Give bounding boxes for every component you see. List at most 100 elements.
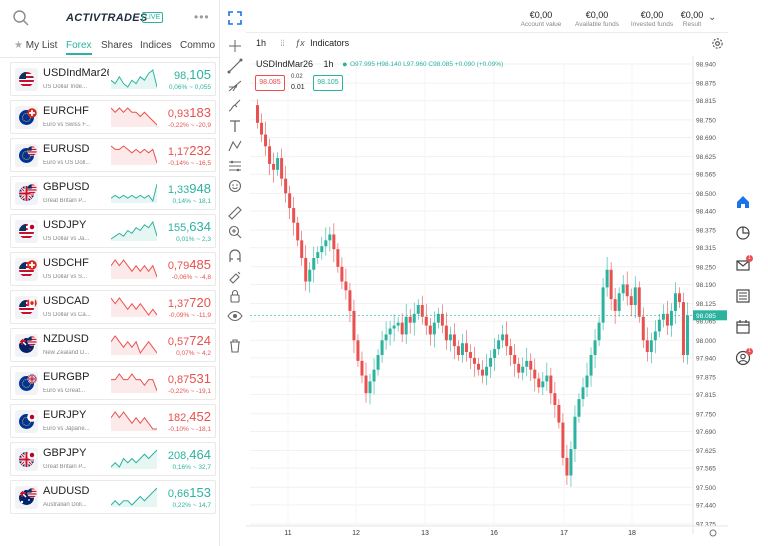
fib-tool-icon[interactable]: [226, 78, 244, 94]
instrument-symbol: GBPJPY: [43, 447, 87, 459]
y-tick-label: 98.815: [696, 98, 716, 105]
candle-body: [280, 158, 284, 179]
fullscreen-icon[interactable]: [228, 11, 242, 25]
projection-icon[interactable]: [226, 158, 244, 174]
calendar-icon[interactable]: [735, 319, 751, 335]
messages-icon[interactable]: [735, 257, 751, 273]
candle-body: [537, 378, 541, 388]
brush-icon[interactable]: [226, 98, 244, 114]
candle-body: [669, 310, 673, 326]
candle-body: [392, 325, 396, 329]
buy-button[interactable]: 98.105: [313, 75, 343, 91]
crosshair-icon[interactable]: [226, 38, 244, 54]
price-main: 1,17: [167, 146, 190, 158]
ruler-icon[interactable]: [226, 204, 244, 220]
text-icon[interactable]: [226, 118, 244, 134]
candle-body: [384, 334, 388, 341]
portfolio-icon[interactable]: [735, 225, 751, 241]
y-tick-label: 98.375: [696, 228, 716, 235]
eye-icon[interactable]: [226, 308, 244, 324]
candle-body: [585, 375, 589, 388]
price-main: 98,: [174, 70, 190, 82]
instrument-row-gbpusd[interactable]: GBPUSD Great Britain P... 1,33948 0,14% ~ 1…: [10, 176, 216, 210]
candle-body: [505, 334, 509, 347]
instrument-row-eurgbp[interactable]: EURGBP Euro vs Great... 0,87531 -0,22% ~ -1…: [10, 366, 216, 400]
sparkline: [111, 335, 157, 355]
trash-icon[interactable]: [226, 338, 244, 354]
sell-button[interactable]: 98.085: [255, 75, 285, 91]
candle-body: [340, 266, 344, 282]
candle-body: [432, 322, 436, 335]
y-tick-label: 97.440: [696, 502, 716, 509]
y-tick-label: 98.065: [696, 319, 716, 326]
instrument-row-eurusd[interactable]: EURUSD Euro vs US Doll... 1,17232 -0,14% ~ …: [10, 138, 216, 172]
instrument-price: 0,79485: [168, 257, 211, 272]
result: €0,00 Result: [680, 10, 704, 28]
instrument-description: Euro vs Japane...: [43, 426, 90, 432]
instrument-row-audusd[interactable]: AUDUSD Australian Doll... 0,66153 0,22% ~ 1…: [10, 480, 216, 514]
y-tick-label: 98.000: [696, 338, 716, 345]
news-icon[interactable]: [735, 288, 751, 304]
search-icon[interactable]: [12, 9, 30, 27]
candle-body: [597, 322, 601, 341]
sparkline-area: [111, 108, 157, 127]
instrument-row-eurjpy[interactable]: EURJPY Euro vs Japane... 182,452 -0,10% ~ -…: [10, 404, 216, 438]
instrument-row-gbpjpy[interactable]: GBPJPY Great Britain P... 208,464 0,16% ~ 3…: [10, 442, 216, 476]
candle-body: [573, 416, 577, 450]
candle-body: [489, 357, 493, 367]
indicators-button[interactable]: Indicators: [310, 38, 350, 48]
candle-type-icon[interactable]: ⦙⦙: [280, 38, 285, 48]
candle-body: [613, 299, 617, 311]
price-main: 155,: [167, 222, 190, 234]
chevron-down-icon[interactable]: ⌄: [708, 12, 717, 23]
candle-body: [356, 340, 360, 361]
price-pips: 720: [189, 295, 211, 310]
candle-body: [436, 313, 440, 323]
instrument-change: 0,16% ~ 32,7: [172, 464, 212, 471]
gear-icon[interactable]: [711, 37, 724, 50]
price-main: 0,87: [167, 374, 190, 386]
candle-body: [464, 343, 468, 353]
instrument-row-usdcad[interactable]: USDCAD US Dollar vs Ca... 1,37720 -0,09% ~ …: [10, 290, 216, 324]
sparkline-area: [111, 260, 157, 279]
y-tick-label: 97.690: [696, 429, 716, 436]
tab-indices[interactable]: Indices: [140, 40, 172, 51]
axis-settings-icon: [709, 529, 717, 537]
price-chart[interactable]: 98.940 98.875 98.815 98.750 98.690 98.625 98.5…: [246, 56, 728, 546]
candle-body: [352, 310, 356, 341]
home-icon[interactable]: [735, 194, 751, 210]
candle-body: [593, 340, 597, 355]
candle-body: [368, 381, 372, 394]
trendline-icon[interactable]: [226, 58, 244, 74]
instrument-list: USDIndMar26 US Dollar Inde... 98,105 0,06% …: [10, 62, 218, 518]
sparkline: [111, 297, 157, 317]
instrument-row-nzdusd[interactable]: NZDUSD New Zealand D... 0,57724 0,07% ~ 4,2: [10, 328, 216, 362]
lock-drawing-icon[interactable]: [226, 268, 244, 284]
instrument-row-usdchf[interactable]: USDCHF US Dollar vs S... 0,79485 -0,06% ~ -…: [10, 252, 216, 286]
emoji-icon[interactable]: [226, 178, 244, 194]
tab-my-list[interactable]: ★ My List: [14, 40, 58, 51]
candle-body: [416, 305, 420, 314]
instrument-change: 0,01% ~ 2,3: [176, 236, 211, 243]
pattern-icon[interactable]: [226, 138, 244, 154]
candle-body: [493, 349, 497, 358]
magnet-icon[interactable]: [226, 248, 244, 264]
tab-commodities[interactable]: Commo: [180, 40, 216, 51]
instrument-row-usdindmar26[interactable]: USDIndMar26 US Dollar Inde... 98,105 0,06% …: [10, 62, 216, 96]
more-icon[interactable]: •••: [194, 10, 210, 24]
tab-shares[interactable]: Shares: [101, 40, 133, 51]
price-pips: 153: [189, 485, 211, 500]
profile-icon[interactable]: [735, 350, 751, 366]
timeframe-selector[interactable]: 1h: [256, 38, 267, 48]
tab-forex[interactable]: Forex: [66, 40, 92, 55]
indicators-icon[interactable]: ƒx: [295, 38, 305, 48]
sparkline: [111, 449, 157, 469]
candle-body: [485, 366, 489, 376]
instrument-row-eurchf[interactable]: EURCHF Euro vs Swiss F... 0,93183 -0,22% ~ …: [10, 100, 216, 134]
candle-body: [581, 387, 585, 400]
candle-body: [376, 354, 380, 370]
zoom-icon[interactable]: [226, 224, 244, 240]
lock-icon[interactable]: [226, 288, 244, 304]
profile-badge: 1: [746, 348, 753, 355]
instrument-row-usdjpy[interactable]: USDJPY US Dollar vs Ja... 155,634 0,01% ~ 2…: [10, 214, 216, 248]
